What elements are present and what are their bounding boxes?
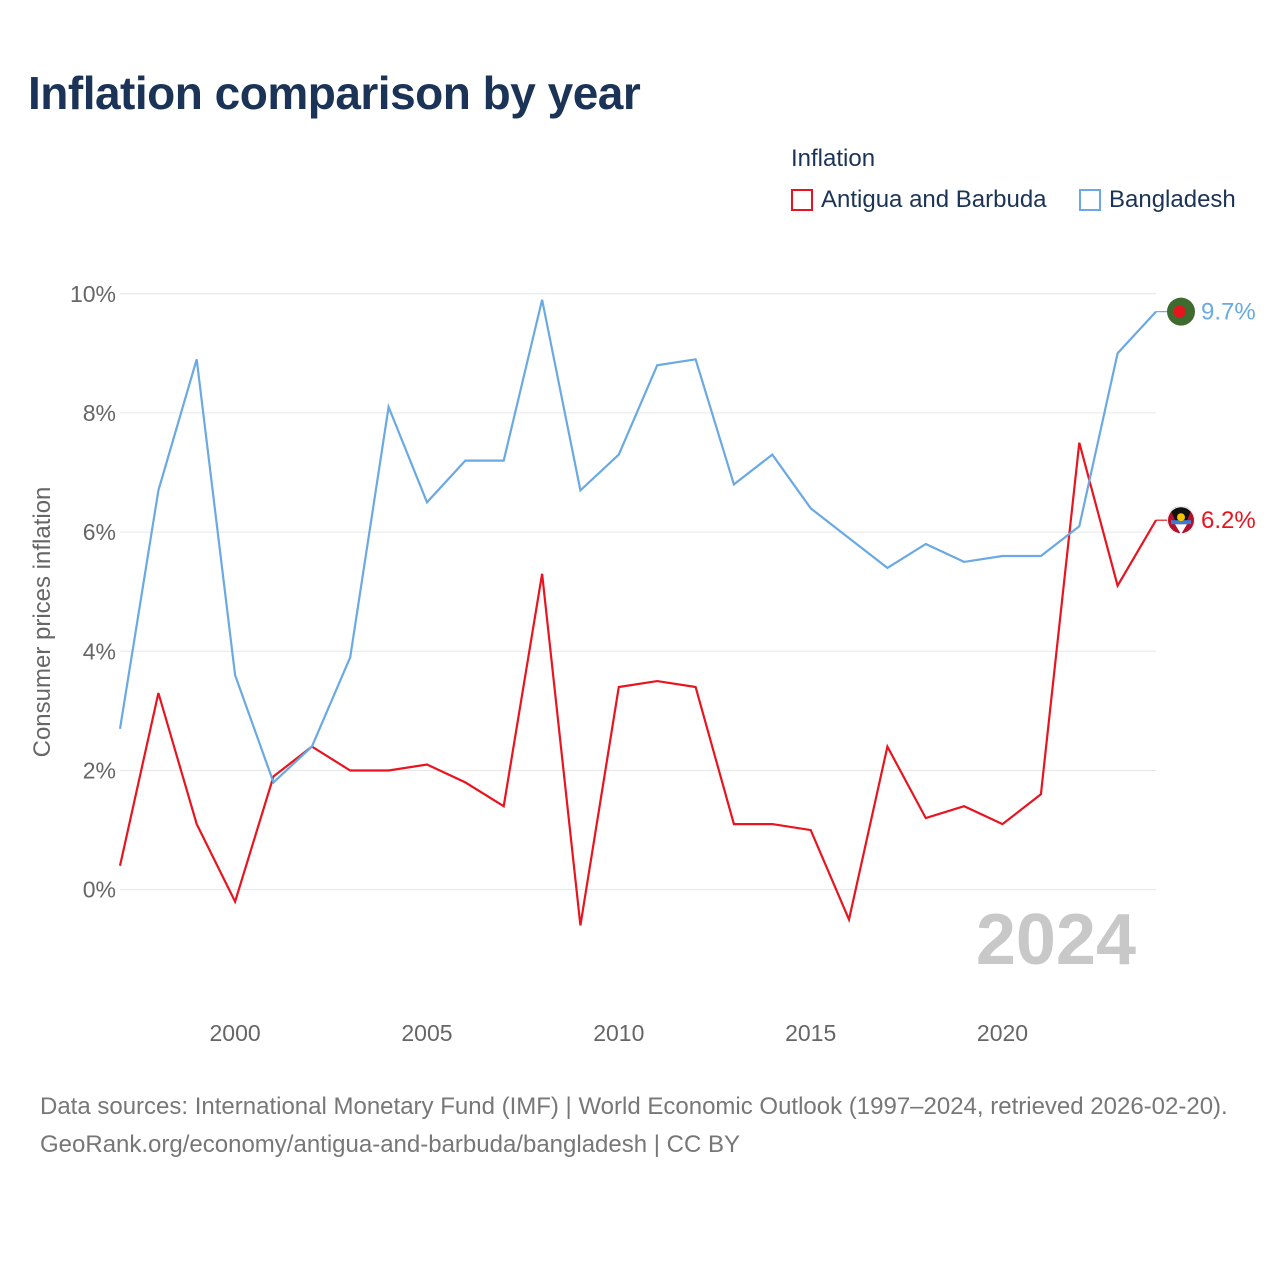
y-axis-label: Consumer prices inflation: [29, 487, 56, 758]
flag-white-band: [1175, 524, 1187, 535]
legend-swatch-antigua-and-barbuda: [791, 189, 813, 211]
footer: Data sources: International Monetary Fun…: [40, 1088, 1250, 1164]
y-tick-label: 2%: [83, 757, 116, 783]
gridlines: [120, 293, 1156, 891]
antigua-and-barbuda-flag-icon: [1167, 506, 1195, 535]
legend-label-bangladesh: Bangladesh: [1109, 186, 1236, 213]
credit-link[interactable]: GeoRank.org/economy/antigua-and-barbuda/…: [40, 1131, 741, 1158]
series-end-markers: 6.2% 9.7%: [1156, 297, 1256, 535]
y-tick-label: 6%: [83, 519, 116, 545]
legend-title: Inflation: [791, 145, 876, 172]
x-axis-ticks: 2000 2005 2010 2015 2020: [210, 1020, 1029, 1046]
end-value-label: 9.7%: [1201, 299, 1256, 326]
flag-ring: [1167, 506, 1195, 535]
series-line-antigua-and-barbuda: [118, 442, 1157, 926]
series-lines: [118, 299, 1157, 926]
legend-label-antigua-and-barbuda: Antigua and Barbuda: [821, 186, 1047, 213]
x-tick-label: 2010: [593, 1020, 644, 1046]
legend-swatch-bangladesh: [1079, 189, 1101, 211]
series-line-bangladesh: [118, 299, 1157, 785]
x-tick-label: 2020: [977, 1020, 1028, 1046]
legend-item-bangladesh[interactable]: Bangladesh: [1079, 186, 1236, 214]
end-value-label: 6.2%: [1201, 507, 1256, 534]
flag-blue-band: [1171, 520, 1191, 525]
y-tick-label: 8%: [83, 400, 116, 426]
x-tick-label: 2005: [401, 1020, 452, 1046]
y-tick-label: 4%: [83, 638, 116, 664]
y-axis-ticks: 0% 2% 4% 6% 8% 10%: [70, 281, 116, 903]
x-tick-label: 2015: [785, 1020, 836, 1046]
y-tick-label: 0%: [83, 877, 116, 903]
chart-title: Inflation comparison by year: [28, 67, 641, 119]
legend-item-antigua-and-barbuda[interactable]: Antigua and Barbuda: [791, 186, 1047, 214]
flag-sun: [1177, 513, 1185, 522]
flag-disc: [1173, 305, 1186, 318]
x-tick-label: 2000: [210, 1020, 261, 1046]
data-sources: Data sources: International Monetary Fun…: [40, 1093, 1228, 1120]
y-tick-label: 10%: [70, 281, 116, 307]
bangladesh-flag-icon: [1167, 297, 1195, 326]
year-watermark: 2024: [976, 900, 1136, 980]
